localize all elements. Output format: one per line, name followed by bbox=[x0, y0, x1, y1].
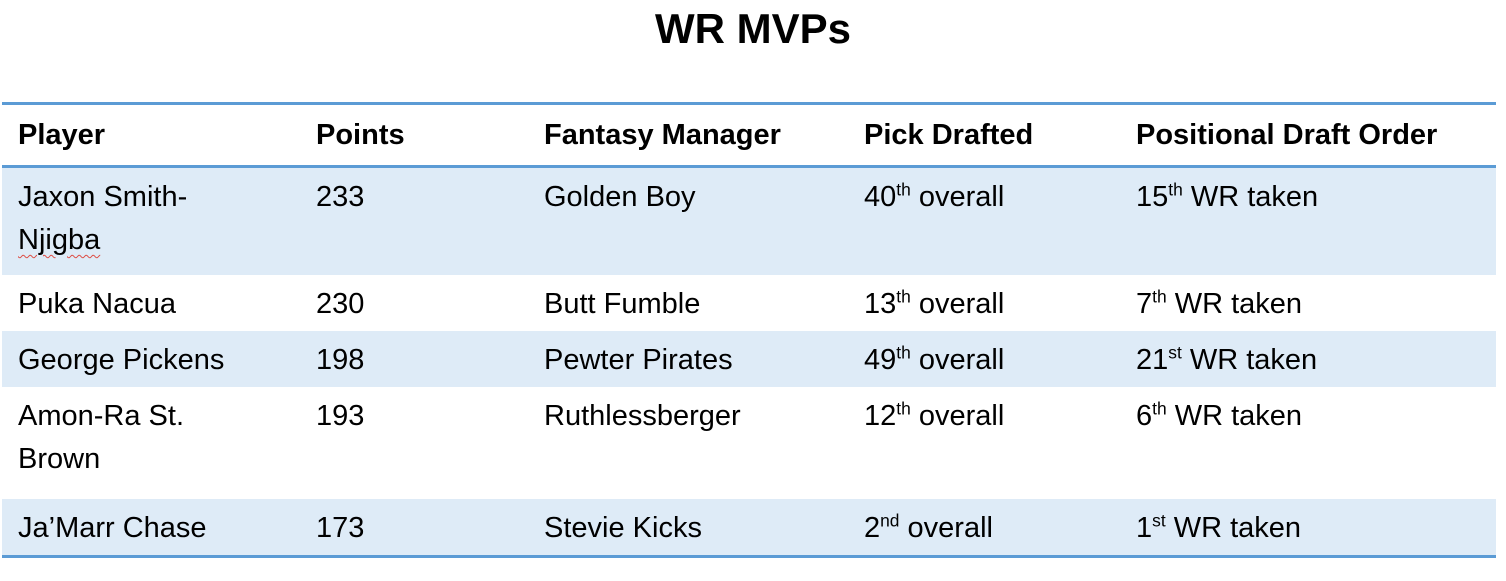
cell-points: 233 bbox=[316, 181, 365, 213]
cell-points: 230 bbox=[316, 287, 365, 320]
column-header-points: Points bbox=[300, 102, 528, 168]
position-rest: WR taken bbox=[1181, 343, 1318, 376]
ordinal-suffix: th bbox=[896, 397, 911, 418]
player-name-line1: Ja’Marr Chase bbox=[18, 511, 207, 544]
cell-fantasy-manager: Golden Boy bbox=[544, 181, 696, 213]
position-number: 1 bbox=[1136, 511, 1153, 544]
ordinal-suffix: th bbox=[896, 179, 911, 200]
wr-mvps-table: Player Points Fantasy Manager Pick Draft… bbox=[2, 102, 1496, 558]
cell-points: 198 bbox=[316, 343, 365, 376]
cell-positional-draft-order: 15th WR taken bbox=[1120, 167, 1496, 275]
ordinal-suffix: th bbox=[1152, 285, 1167, 306]
pick-rest: overall bbox=[910, 399, 1005, 432]
cell-player: Jaxon Smith- Njigba bbox=[2, 167, 300, 275]
cell-fantasy-manager: Pewter Pirates bbox=[544, 343, 733, 376]
header-row: Player Points Fantasy Manager Pick Draft… bbox=[2, 102, 1496, 168]
pick-rest: overall bbox=[899, 511, 993, 544]
cell-positional-draft-order: 7th WR taken bbox=[1120, 275, 1496, 331]
player-name-line1: Jaxon Smith- bbox=[18, 181, 188, 213]
pick-number: 2 bbox=[864, 511, 881, 544]
pick-number: 49 bbox=[864, 343, 897, 376]
column-header-positional-draft-order: Positional Draft Order bbox=[1120, 102, 1496, 168]
column-header-fantasy-manager: Fantasy Manager bbox=[528, 102, 848, 168]
cell-positional-draft-order: 6th WR taken bbox=[1120, 387, 1496, 499]
cell-player: Puka Nacua bbox=[2, 275, 300, 331]
pick-rest: overall bbox=[910, 181, 1005, 213]
cell-fantasy-manager: Butt Fumble bbox=[544, 287, 701, 320]
position-rest: WR taken bbox=[1165, 511, 1302, 544]
cell-positional-draft-order: 1st WR taken bbox=[1120, 498, 1496, 558]
position-number: 21 bbox=[1136, 343, 1169, 376]
player-name-line2: Brown bbox=[18, 442, 101, 475]
ordinal-suffix: th bbox=[1152, 397, 1167, 418]
document-page: { "title": "WR MVPs", "colors": { "table… bbox=[0, 4, 1506, 581]
position-rest: WR taken bbox=[1166, 287, 1303, 320]
cell-pick-drafted: 12th overall bbox=[848, 387, 1120, 499]
table-row: George Pickens 198 Pewter Pirates 49th o… bbox=[2, 330, 1496, 387]
position-number: 6 bbox=[1136, 399, 1153, 432]
table-row: Jaxon Smith- Njigba 233 Golden Boy 40th … bbox=[2, 166, 1496, 275]
player-name-line1: Puka Nacua bbox=[18, 287, 176, 320]
cell-pick-drafted: 49th overall bbox=[848, 331, 1120, 387]
position-rest: WR taken bbox=[1182, 181, 1319, 213]
table-row: Puka Nacua 230 Butt Fumble 13th overall … bbox=[2, 274, 1496, 331]
cell-points: 173 bbox=[300, 498, 528, 558]
cell-pick-drafted: 40th overall bbox=[848, 167, 1120, 275]
position-number: 7 bbox=[1136, 287, 1153, 320]
ordinal-suffix: st bbox=[1152, 509, 1166, 530]
player-name-line1: Amon-Ra St. bbox=[18, 399, 184, 432]
position-number: 15 bbox=[1136, 181, 1169, 213]
column-header-pick-drafted: Pick Drafted bbox=[848, 102, 1120, 168]
pick-number: 12 bbox=[864, 399, 897, 432]
column-header-player: Player bbox=[2, 102, 300, 168]
player-name-line2-spellcheck: Njigba bbox=[18, 224, 101, 256]
page-title: WR MVPs bbox=[654, 5, 851, 52]
pick-rest: overall bbox=[910, 343, 1005, 376]
table-row: Ja’Marr Chase 173 Stevie Kicks 2nd overa… bbox=[2, 498, 1496, 558]
table-header: Player Points Fantasy Manager Pick Draft… bbox=[2, 102, 1496, 168]
cell-pick-drafted: 13th overall bbox=[848, 275, 1120, 331]
ordinal-suffix: th bbox=[1168, 179, 1183, 200]
position-rest: WR taken bbox=[1166, 399, 1303, 432]
cell-fantasy-manager: Stevie Kicks bbox=[528, 498, 848, 558]
ordinal-suffix: st bbox=[1168, 341, 1182, 362]
pick-number: 13 bbox=[864, 287, 897, 320]
cell-fantasy-manager: Ruthlessberger bbox=[544, 399, 741, 432]
player-name-line1: George Pickens bbox=[18, 343, 225, 376]
pick-rest: overall bbox=[910, 287, 1005, 320]
ordinal-suffix: th bbox=[896, 341, 911, 362]
ordinal-suffix: th bbox=[896, 285, 911, 306]
cell-points: 193 bbox=[316, 399, 365, 432]
table-row: Amon-Ra St. Brown 193 Ruthlessberger 12t… bbox=[2, 386, 1496, 499]
ordinal-suffix: nd bbox=[880, 509, 900, 530]
cell-player: George Pickens bbox=[2, 331, 300, 387]
cell-player: Ja’Marr Chase bbox=[2, 498, 300, 558]
cell-positional-draft-order: 21st WR taken bbox=[1120, 331, 1496, 387]
cell-player: Amon-Ra St. Brown bbox=[2, 387, 300, 499]
pick-number: 40 bbox=[864, 181, 897, 213]
cell-pick-drafted: 2nd overall bbox=[848, 498, 1120, 558]
